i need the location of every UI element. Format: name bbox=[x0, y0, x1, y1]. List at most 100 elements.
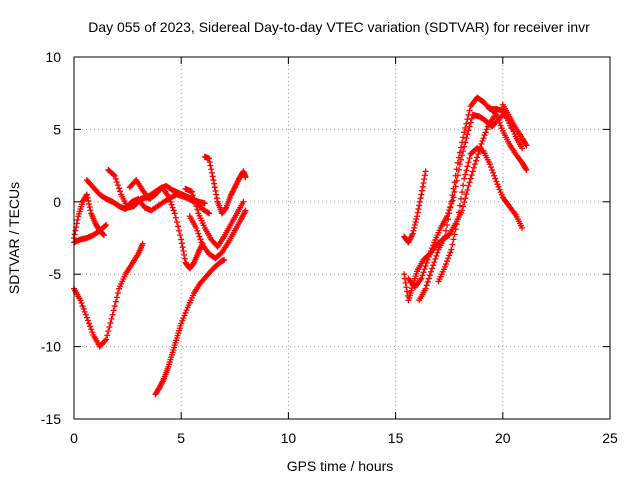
data-point bbox=[422, 285, 429, 292]
data-point bbox=[424, 256, 431, 263]
data-point-fill bbox=[79, 303, 86, 310]
data-point bbox=[461, 129, 468, 136]
data-point-fill bbox=[468, 172, 475, 179]
data-point-fill bbox=[455, 154, 462, 161]
series-arc-l bbox=[401, 113, 498, 304]
data-point-fill bbox=[494, 181, 501, 188]
data-point-fill bbox=[460, 182, 467, 189]
data-point-fill bbox=[416, 198, 423, 205]
data-point-fill bbox=[459, 139, 466, 146]
data-point-fill bbox=[491, 172, 498, 179]
data-point-fill bbox=[422, 262, 429, 269]
data-point-fill bbox=[191, 195, 198, 202]
data-point bbox=[465, 182, 472, 189]
data-point-fill bbox=[419, 272, 426, 279]
data-point-fill bbox=[479, 137, 486, 144]
data-point-fill bbox=[181, 251, 188, 258]
data-point-fill bbox=[178, 240, 185, 247]
data-point-fill bbox=[498, 125, 505, 132]
data-point-fill bbox=[450, 185, 457, 192]
data-point-fill bbox=[449, 197, 456, 204]
data-point-fill bbox=[496, 186, 503, 193]
x-axis-label: GPS time / hours bbox=[287, 458, 394, 474]
data-point-fill bbox=[419, 183, 426, 190]
data-point-fill bbox=[446, 210, 453, 217]
data-point-fill bbox=[213, 191, 220, 198]
data-point bbox=[486, 161, 493, 168]
data-point-fill bbox=[110, 307, 117, 314]
series-arc-o bbox=[435, 145, 526, 285]
data-point bbox=[461, 175, 468, 182]
data-point-fill bbox=[495, 183, 502, 190]
data-point-fill bbox=[450, 236, 457, 243]
data-point-fill bbox=[465, 159, 472, 166]
data-point-fill bbox=[189, 192, 196, 199]
data-point bbox=[448, 198, 455, 205]
data-point bbox=[441, 233, 448, 240]
data-point-fill bbox=[78, 300, 85, 307]
data-point-fill bbox=[492, 110, 499, 117]
x-tick-label: 0 bbox=[70, 430, 78, 446]
data-point bbox=[454, 159, 461, 166]
data-point-fill bbox=[434, 249, 441, 256]
data-point-fill bbox=[413, 216, 420, 223]
data-point bbox=[418, 191, 425, 198]
data-point-fill bbox=[453, 166, 460, 173]
data-point-fill bbox=[86, 204, 93, 211]
data-point-fill bbox=[461, 143, 468, 150]
data-point-fill bbox=[87, 207, 94, 214]
data-point-fill bbox=[116, 185, 123, 192]
data-point bbox=[441, 263, 448, 270]
data-point-fill bbox=[449, 192, 456, 199]
data-point-fill bbox=[446, 252, 453, 259]
data-point-fill bbox=[496, 119, 503, 126]
data-point bbox=[83, 314, 90, 321]
data-point-fill bbox=[181, 255, 188, 262]
data-point bbox=[103, 336, 110, 343]
data-point-fill bbox=[206, 158, 213, 165]
data-point-fill bbox=[466, 179, 473, 186]
data-point-fill bbox=[427, 248, 434, 255]
data-point-fill bbox=[492, 175, 499, 182]
data-point-fill bbox=[192, 199, 199, 206]
data-point-fill bbox=[462, 124, 469, 131]
data-point bbox=[478, 140, 485, 147]
data-point-fill bbox=[462, 171, 469, 178]
y-axis-label: SDTVAR / TECUs bbox=[6, 182, 22, 294]
data-point-fill bbox=[456, 149, 463, 156]
data-point bbox=[221, 256, 228, 263]
data-point-fill bbox=[430, 262, 437, 269]
data-point-fill bbox=[431, 259, 438, 266]
data-point bbox=[171, 210, 178, 217]
data-point bbox=[523, 166, 530, 173]
data-point-fill bbox=[183, 307, 190, 314]
data-point-fill bbox=[449, 241, 456, 248]
data-point-fill bbox=[466, 107, 473, 114]
y-tick-label: -10 bbox=[41, 339, 61, 355]
data-point-fill bbox=[84, 194, 91, 201]
data-point-fill bbox=[207, 162, 214, 169]
data-point-fill bbox=[410, 227, 417, 234]
data-point-fill bbox=[483, 126, 490, 133]
series-arc-k bbox=[401, 168, 429, 246]
data-point-fill bbox=[72, 227, 79, 234]
data-point-fill bbox=[461, 199, 468, 206]
data-point-fill bbox=[463, 120, 470, 127]
data-point bbox=[109, 311, 116, 318]
data-point-fill bbox=[74, 216, 81, 223]
series-arc-q bbox=[499, 101, 530, 149]
data-point-fill bbox=[424, 278, 431, 285]
data-point-fill bbox=[511, 130, 518, 137]
data-point-fill bbox=[495, 117, 502, 124]
data-point-fill bbox=[166, 195, 173, 202]
data-point-fill bbox=[169, 204, 176, 211]
data-point-fill bbox=[73, 220, 80, 227]
data-point-fill bbox=[170, 207, 177, 214]
data-point bbox=[210, 177, 217, 184]
data-point-fill bbox=[108, 315, 115, 322]
data-point-fill bbox=[102, 337, 109, 344]
data-point-fill bbox=[179, 244, 186, 251]
data-point bbox=[523, 142, 530, 149]
data-point-fill bbox=[404, 288, 411, 295]
